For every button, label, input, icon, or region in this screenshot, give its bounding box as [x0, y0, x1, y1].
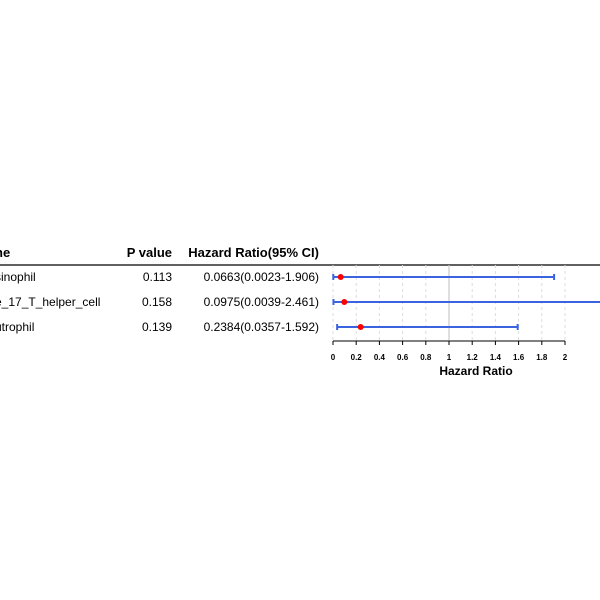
x-tick-label-9: 1.8	[536, 353, 548, 362]
ci-marks	[332, 274, 600, 330]
hr-point-row-2	[341, 299, 348, 305]
row-2-name: e_17_T_helper_cell	[0, 295, 100, 309]
header-hazard-ratio: Hazard Ratio(95% CI)	[188, 245, 319, 260]
x-tick-label-2: 0.4	[374, 353, 386, 362]
x-tick-label-1: 0.2	[351, 353, 363, 362]
x-axis-title: Hazard Ratio	[439, 364, 512, 378]
row-2-hazard-ratio: 0.0975(0.0039-2.461)	[204, 295, 319, 309]
x-axis: 0 0.2 0.4 0.6 0.8 1 1.2 1.4 1.6 1.8 2	[331, 340, 568, 362]
row-1-p-value: 0.113	[143, 270, 172, 284]
x-tick-label-10: 2	[563, 353, 568, 362]
x-tick-label-3: 0.6	[397, 353, 409, 362]
row-3-p-value: 0.139	[142, 320, 172, 334]
row-1-hazard-ratio: 0.0663(0.0023-1.906)	[204, 270, 319, 284]
x-tick-label-0: 0	[331, 353, 336, 362]
x-tick-label-6: 1.2	[467, 353, 479, 362]
header-name: ne	[0, 245, 10, 260]
header-p-value: P value	[127, 245, 172, 260]
hr-point-row-1	[337, 274, 344, 280]
row-3-hazard-ratio: 0.2384(0.0357-1.592)	[204, 320, 319, 334]
hr-point-row-3	[357, 324, 364, 330]
x-tick-label-4: 0.8	[420, 353, 432, 362]
x-tick-label-7: 1.4	[490, 353, 502, 362]
x-tick-label-8: 1.6	[513, 353, 525, 362]
x-tick-label-5: 1	[447, 353, 452, 362]
row-3-name: utrophil	[0, 320, 34, 334]
row-1-name: sinophil	[0, 270, 36, 284]
row-2-p-value: 0.158	[142, 295, 172, 309]
